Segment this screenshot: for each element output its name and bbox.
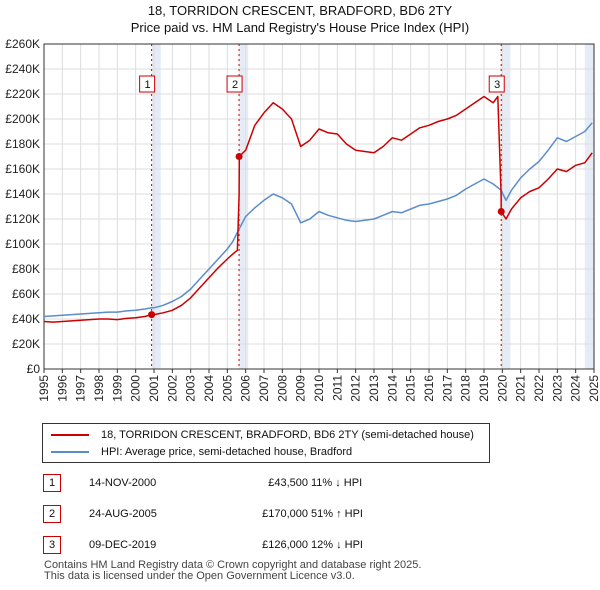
chart-title: 18, TORRIDON CRESCENT, BRADFORD, BD6 2TY <box>147 3 453 18</box>
x-tick-label: 2003 <box>184 375 198 402</box>
sale-number-badge: 1 <box>43 474 61 492</box>
y-tick-label: £40K <box>12 312 40 326</box>
price-chart: 1995 1996 1997 1998 1999 2000 2001 2002 2003 2004… <box>5 37 600 402</box>
x-tick-label: 2014 <box>385 375 399 402</box>
sale-price: £43,500 <box>268 477 308 489</box>
y-tick-label: £60K <box>12 287 40 301</box>
x-tick-label: 2020 <box>495 375 509 402</box>
sale-date: 14-NOV-2000 <box>89 477 157 489</box>
x-tick-label: 2021 <box>514 375 528 402</box>
sale-point <box>497 208 505 215</box>
shaded-regions <box>151 44 594 369</box>
x-tick-label: 2002 <box>165 375 179 402</box>
x-tick-label: 2005 <box>220 375 234 402</box>
x-tick-label: 2015 <box>404 375 418 402</box>
shaded-region <box>239 44 249 369</box>
x-tick-label: 1995 <box>37 375 51 402</box>
x-tick-label: 2023 <box>550 375 564 402</box>
x-tick-label: 2008 <box>275 375 289 402</box>
x-tick-label: 2001 <box>147 375 161 402</box>
legend-swatch-hpi <box>51 451 89 453</box>
sale-annotation-box <box>226 75 243 93</box>
sale-point <box>235 153 243 160</box>
y-tick-label: £180K <box>5 137 40 151</box>
y-tick-label: £260K <box>5 37 40 51</box>
x-tick-label: 2024 <box>569 375 583 402</box>
shaded-region <box>501 44 511 369</box>
y-tick-label: £160K <box>5 162 40 176</box>
legend: 18, TORRIDON CRESCENT, BRADFORD, BD6 2TY… <box>42 423 490 463</box>
sale-hpi-diff: 12% ↓ HPI <box>311 539 363 551</box>
x-tick-label: 2007 <box>257 375 271 402</box>
legend-label-hpi: HPI: Average price, semi-detached house,… <box>101 446 353 458</box>
legend-item-property: 18, TORRIDON CRESCENT, BRADFORD, BD6 2TY… <box>51 427 474 443</box>
sale-annotation-label: 3 <box>494 79 500 91</box>
sale-date: 24-AUG-2005 <box>89 508 157 520</box>
sale-annotation: 1 <box>139 75 156 93</box>
y-tick-label: £240K <box>5 62 40 76</box>
sale-annotation: 3 <box>488 75 505 93</box>
footer-line-licence: This data is licensed under the Open Gov… <box>44 570 355 582</box>
y-tick-label: £140K <box>5 187 40 201</box>
x-tick-label: 2010 <box>312 375 326 402</box>
x-tick-label: 2004 <box>202 375 216 402</box>
sale-annotation-box <box>488 75 505 93</box>
legend-swatch-property <box>51 434 89 436</box>
x-tick-label: 2016 <box>422 375 436 402</box>
x-tick-label: 2013 <box>367 375 381 402</box>
sale-hpi-diff: 11% ↓ HPI <box>311 477 363 489</box>
legend-item-hpi: HPI: Average price, semi-detached house,… <box>51 444 352 460</box>
x-tick-label: 1998 <box>92 375 106 402</box>
y-tick-label: £20K <box>12 337 40 351</box>
y-tick-label: £200K <box>5 112 40 126</box>
sale-annotation-box <box>139 75 156 93</box>
y-axis-ticks: £0 £20K £40K £60K £80K £100K £120K £140K £160K £1… <box>5 37 40 376</box>
y-tick-label: £100K <box>5 237 40 251</box>
x-tick-label: 2017 <box>440 375 454 402</box>
x-tick-label: 1997 <box>74 375 88 402</box>
sale-price: £170,000 <box>262 508 308 520</box>
footer: Contains HM Land Registry data © Crown c… <box>44 560 421 582</box>
legend-label-property: 18, TORRIDON CRESCENT, BRADFORD, BD6 2TY… <box>101 429 474 441</box>
footer-line-copyright: Contains HM Land Registry data © Crown c… <box>44 559 422 571</box>
sale-number-badge: 3 <box>43 536 61 554</box>
shaded-region <box>151 44 161 369</box>
y-tick-label: £80K <box>12 262 40 276</box>
sale-annotation-label: 2 <box>232 79 238 91</box>
x-tick-label: 2012 <box>349 375 363 402</box>
x-tick-label: 2022 <box>532 375 546 402</box>
y-tick-label: £220K <box>5 87 40 101</box>
sale-annotation: 2 <box>226 75 243 93</box>
x-tick-label: 2006 <box>239 375 253 402</box>
y-tick-label: £0 <box>27 362 41 376</box>
sale-points <box>148 153 505 319</box>
x-tick-label: 2000 <box>129 375 143 402</box>
sale-annotations: 1 2 3 <box>139 75 505 93</box>
sale-number-badge: 2 <box>43 505 61 523</box>
sale-row: 2 24-AUG-2005 £170,000 51% ↑ HPI <box>43 505 493 525</box>
x-tick-label: 2019 <box>477 375 491 402</box>
sale-price: £126,000 <box>262 539 308 551</box>
x-tick-label: 2018 <box>459 375 473 402</box>
x-tick-label: 1996 <box>55 375 69 402</box>
sale-hpi-diff: 51% ↑ HPI <box>311 508 363 520</box>
hpi-line <box>43 122 593 318</box>
sale-date: 09-DEC-2019 <box>89 539 157 551</box>
sale-markers-lines <box>151 44 502 369</box>
x-tick-label: 2025 <box>587 375 600 402</box>
sale-point <box>148 311 156 319</box>
grid-lines <box>43 43 595 370</box>
x-tick-label: 2009 <box>294 375 308 402</box>
chart-subtitle: Price paid vs. HM Land Registry's House … <box>130 20 470 35</box>
y-tick-label: £120K <box>5 212 40 226</box>
x-axis-ticks: 1995 1996 1997 1998 1999 2000 2001 2002 2003 2004… <box>37 369 600 402</box>
sale-row: 1 14-NOV-2000 £43,500 11% ↓ HPI <box>43 474 493 494</box>
sale-row: 3 09-DEC-2019 £126,000 12% ↓ HPI <box>43 536 493 556</box>
x-tick-label: 1999 <box>110 375 124 402</box>
sale-annotation-label: 1 <box>145 79 151 91</box>
x-tick-label: 2011 <box>330 375 344 401</box>
shaded-region <box>584 44 594 369</box>
